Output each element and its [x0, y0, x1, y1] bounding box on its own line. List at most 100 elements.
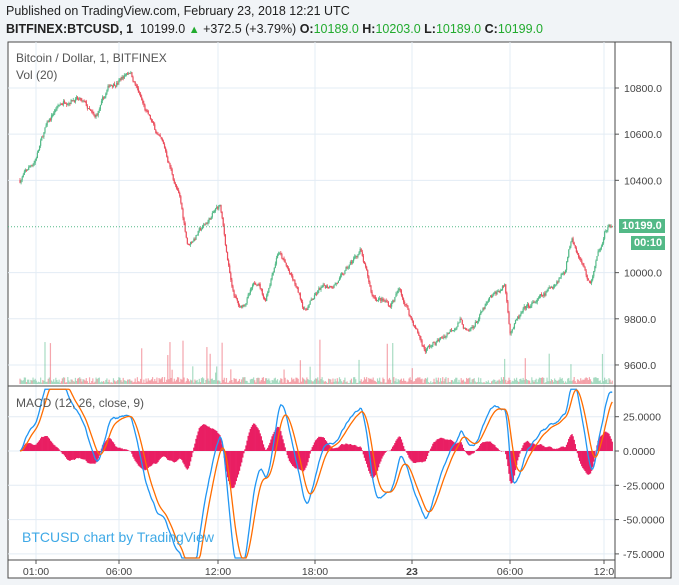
- volume-bar: [473, 378, 475, 384]
- macd-histogram-bar: [347, 444, 349, 451]
- macd-histogram-bar: [372, 451, 374, 478]
- volume-bar: [432, 382, 434, 384]
- candle-body: [66, 103, 68, 105]
- candle-body: [493, 292, 495, 296]
- volume-bar: [297, 378, 299, 384]
- candle-body: [459, 318, 461, 323]
- volume-bar: [427, 382, 430, 384]
- volume-bar: [200, 378, 203, 384]
- macd-histogram-bar: [113, 444, 116, 451]
- macd-histogram-bar: [450, 440, 453, 451]
- candle-body: [282, 258, 284, 260]
- volume-bar: [163, 377, 166, 384]
- volume-bar: [213, 379, 216, 384]
- watermark[interactable]: BTCUSD chart by TradingView: [22, 529, 214, 545]
- candle-body: [567, 257, 569, 263]
- volume-bar: [204, 382, 206, 384]
- volume-bar: [84, 380, 86, 384]
- volume-bar: [557, 380, 559, 384]
- volume-bar: [221, 342, 223, 384]
- candle-body: [286, 265, 288, 268]
- macd-histogram-bar: [172, 451, 174, 462]
- volume-bar: [268, 378, 270, 384]
- volume-bar: [347, 382, 349, 384]
- candle-body: [393, 300, 395, 302]
- volume-bar: [522, 377, 524, 384]
- volume-bar: [533, 381, 535, 384]
- volume-bar: [506, 382, 508, 384]
- candle-body: [213, 210, 216, 212]
- macd-histogram-bar: [397, 437, 399, 451]
- volume-bar: [310, 380, 312, 384]
- macd-histogram-bar: [340, 444, 343, 451]
- macd-histogram-bar: [211, 428, 214, 451]
- volume-bar: [207, 378, 209, 384]
- candle-body: [50, 115, 53, 120]
- candle-body: [118, 80, 120, 84]
- open-value: 10189.0: [313, 22, 359, 36]
- candle-body: [557, 281, 559, 283]
- candle-body: [547, 288, 549, 292]
- candle-body: [599, 248, 601, 251]
- macd-histogram-bar: [208, 426, 210, 451]
- volume-bar: [280, 378, 282, 384]
- macd-histogram-bar: [26, 443, 29, 451]
- time-tick-label: 12:00: [205, 566, 231, 578]
- low-label: L:: [424, 22, 436, 36]
- volume-bar: [281, 378, 283, 384]
- volume-bar: [408, 378, 410, 384]
- candle-body: [221, 211, 223, 218]
- candle-body: [301, 302, 304, 307]
- volume-bar: [400, 378, 403, 384]
- candle-body: [154, 124, 156, 130]
- published-line: Published on TradingView.com, February 2…: [6, 4, 350, 18]
- macd-histogram-bar: [283, 443, 285, 451]
- candle-body: [200, 229, 203, 231]
- candle-body: [284, 260, 286, 263]
- candle-body: [498, 290, 500, 293]
- volume-bar: [452, 381, 455, 384]
- volume-bar: [237, 380, 240, 384]
- volume-bar: [576, 379, 579, 384]
- macd-histogram-bar: [550, 447, 553, 451]
- candle-body: [173, 179, 175, 184]
- macd-histogram-bar: [448, 439, 450, 451]
- macd-histogram-bar: [424, 451, 427, 462]
- candle-body: [136, 85, 138, 89]
- volume-bar: [222, 379, 224, 384]
- macd-histogram-bar: [523, 442, 525, 451]
- candle-body: [143, 103, 145, 106]
- candle-body: [537, 298, 539, 300]
- candle-body: [307, 307, 309, 310]
- macd-histogram-bar: [33, 445, 35, 451]
- candle-body: [507, 301, 509, 313]
- volume-bar: [228, 382, 230, 384]
- candle-body: [323, 284, 325, 286]
- volume-bar: [234, 378, 236, 384]
- macd-histogram-bar: [213, 429, 216, 451]
- volume-bar: [279, 380, 281, 384]
- candle-body: [273, 267, 275, 273]
- candle-body: [84, 101, 86, 102]
- volume-bar: [573, 377, 575, 384]
- volume-bar: [451, 380, 454, 384]
- macd-histogram-bar: [576, 451, 579, 454]
- candle-body: [62, 101, 65, 105]
- candle-body: [583, 265, 585, 268]
- volume-bar: [523, 379, 525, 384]
- candle-body: [462, 324, 464, 329]
- volume-bar: [568, 377, 570, 384]
- volume-bar: [599, 380, 601, 384]
- candle-body: [86, 105, 88, 109]
- candle-body: [58, 105, 60, 106]
- volume-bar: [45, 381, 47, 384]
- volume-bar: [93, 382, 95, 384]
- volume-bar: [471, 379, 473, 384]
- volume-bar: [175, 379, 178, 384]
- candle-body: [467, 329, 469, 331]
- candle-body: [103, 97, 105, 99]
- macd-histogram-bar: [333, 448, 335, 451]
- macd-histogram-bar: [279, 428, 281, 451]
- candle-body: [326, 286, 329, 288]
